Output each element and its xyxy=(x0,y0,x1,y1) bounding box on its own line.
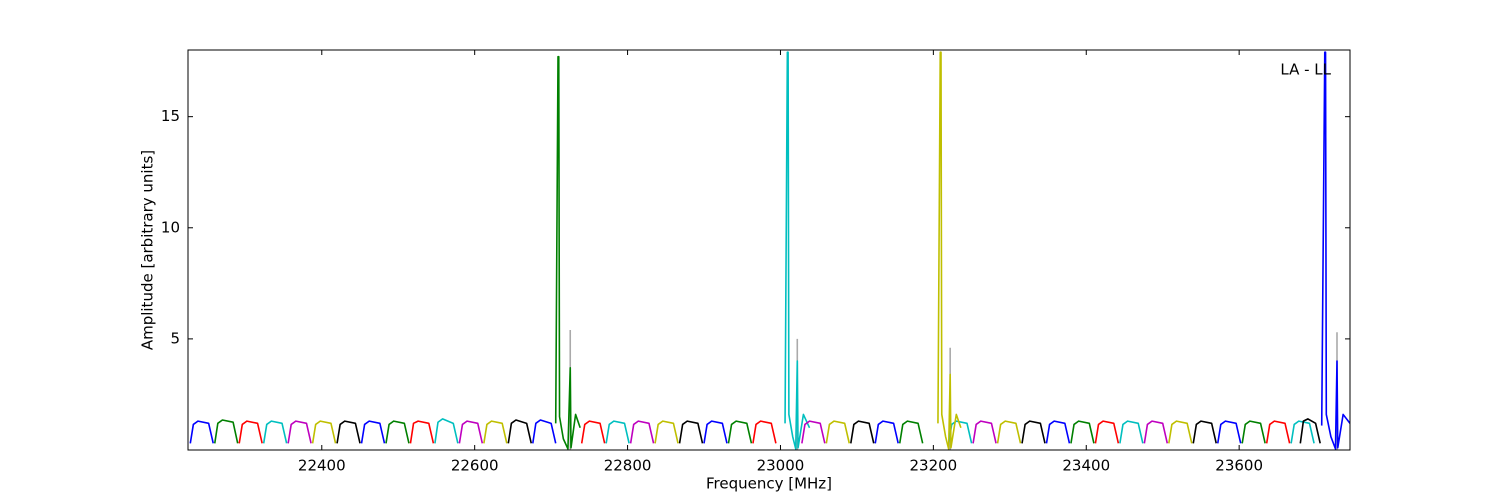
axes-frame xyxy=(187,49,1351,451)
x-tick-label: 23200 xyxy=(910,457,958,475)
spectrum-trace xyxy=(238,420,1291,444)
x-tick-label: 23600 xyxy=(1215,457,1263,475)
spectrum-trace xyxy=(213,55,1266,450)
x-tick-label: 23400 xyxy=(1062,457,1110,475)
y-tick-label: 5 xyxy=(170,329,180,347)
x-axis-label: Frequency [MHz] xyxy=(706,475,832,493)
annotation: LA - LL xyxy=(1280,61,1331,79)
spectrum-trace xyxy=(287,420,1169,444)
y-tick-label: 10 xyxy=(161,218,180,236)
x-tick-label: 22800 xyxy=(604,457,652,475)
spectrum-trace xyxy=(262,51,1315,450)
x-tick-label: 23000 xyxy=(757,457,805,475)
x-tick-label: 22600 xyxy=(451,457,499,475)
spectrum-trace xyxy=(311,51,1193,450)
x-tick-label: 22400 xyxy=(298,457,346,475)
y-axis-label: Amplitude [arbitrary units] xyxy=(139,150,157,350)
spectrum-trace xyxy=(336,418,1321,444)
spectrum-trace xyxy=(189,51,1350,450)
y-tick-label: 15 xyxy=(161,107,180,125)
plot-area xyxy=(189,51,1350,450)
